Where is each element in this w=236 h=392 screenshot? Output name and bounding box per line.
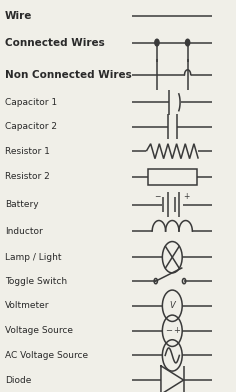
Text: Lamp / Light: Lamp / Light: [5, 253, 61, 262]
Text: +: +: [173, 326, 180, 335]
Text: V: V: [169, 301, 175, 310]
Circle shape: [155, 39, 159, 46]
Text: −: −: [165, 326, 172, 335]
Text: Diode: Diode: [5, 376, 31, 385]
Text: Connected Wires: Connected Wires: [5, 38, 105, 47]
Text: Resistor 1: Resistor 1: [5, 147, 50, 156]
Text: Inductor: Inductor: [5, 227, 42, 236]
Text: Toggle Switch: Toggle Switch: [5, 277, 67, 286]
Text: Battery: Battery: [5, 200, 38, 209]
Text: Resistor 2: Resistor 2: [5, 172, 50, 181]
Text: Voltmeter: Voltmeter: [5, 301, 49, 310]
Bar: [148, 169, 197, 185]
Text: −: −: [154, 192, 160, 201]
Text: Non Connected Wires: Non Connected Wires: [5, 70, 131, 80]
Text: AC Voltage Source: AC Voltage Source: [5, 351, 88, 360]
Text: Capacitor 2: Capacitor 2: [5, 122, 57, 131]
Text: +: +: [184, 192, 190, 201]
Text: Voltage Source: Voltage Source: [5, 326, 73, 335]
Circle shape: [185, 39, 190, 46]
Text: Capacitor 1: Capacitor 1: [5, 98, 57, 107]
Text: Wire: Wire: [5, 11, 32, 21]
